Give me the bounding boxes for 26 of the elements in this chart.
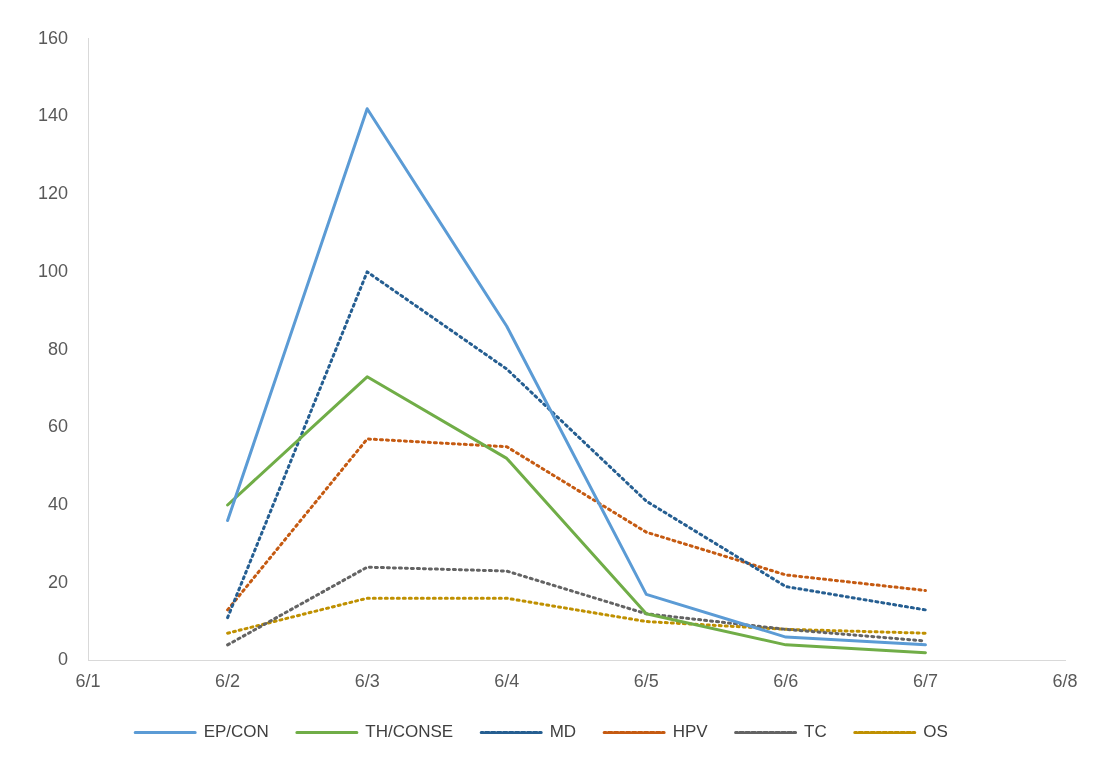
x-tick-label: 6/4 — [494, 671, 520, 692]
y-tick-label: 160 — [37, 27, 69, 48]
line-series — [226, 437, 927, 612]
y-tick-label: 0 — [58, 649, 69, 670]
x-tick-label: 6/5 — [633, 671, 659, 692]
x-tick-label: 6/1 — [75, 671, 101, 692]
x-tick-label: 6/3 — [354, 671, 380, 692]
y-tick-label: 40 — [48, 493, 69, 514]
x-tick-label: 6/8 — [1052, 671, 1078, 692]
legend-label: TC — [804, 722, 827, 742]
y-tick-label: 80 — [48, 338, 69, 359]
legend-label: OS — [923, 722, 948, 742]
line-series — [226, 596, 927, 635]
y-tick-label: 60 — [48, 416, 69, 437]
x-tick-label: 6/7 — [912, 671, 938, 692]
y-tick-label: 20 — [48, 571, 69, 592]
x-tick-label: 6/2 — [215, 671, 241, 692]
line-series — [226, 270, 927, 620]
y-tick-label: 120 — [37, 183, 69, 204]
legend-label: EP/CON — [203, 722, 269, 742]
y-tick-label: 100 — [37, 260, 69, 281]
legend-label: TH/CONSE — [365, 722, 454, 742]
legend-label: MD — [549, 722, 577, 742]
x-tick-label: 6/6 — [773, 671, 799, 692]
legend-label: HPV — [672, 722, 709, 742]
y-tick-label: 140 — [37, 105, 69, 126]
